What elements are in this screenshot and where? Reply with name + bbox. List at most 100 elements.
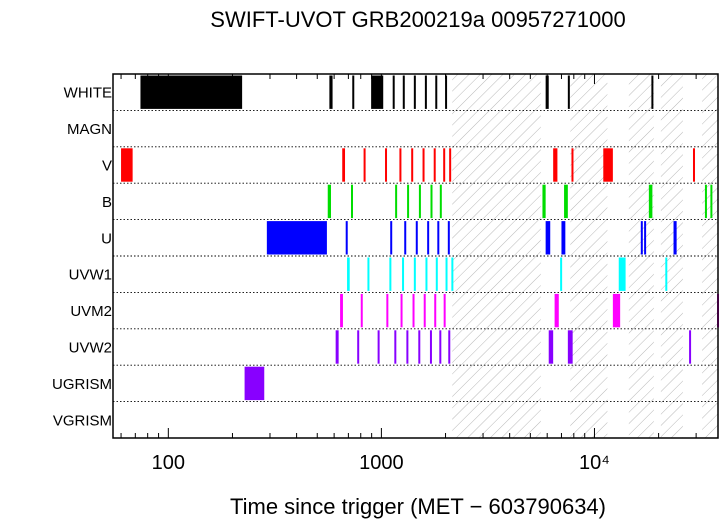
segment-uvm2-6: [434, 293, 437, 328]
segment-uvm2-3: [400, 293, 403, 328]
row-label-uvm2: UVM2: [70, 303, 112, 320]
segment-uvw2-5: [418, 330, 421, 364]
hatched-region-3: [660, 74, 683, 438]
segment-ugrism-0: [244, 366, 265, 401]
segment-u-4: [415, 221, 418, 255]
segment-b-5: [430, 184, 433, 219]
chart-title: SWIFT-UVOT GRB200219a 00957271000: [210, 7, 625, 32]
segment-b-0: [327, 184, 331, 219]
segment-uvm2-5: [423, 293, 426, 328]
segment-uvw2-6: [429, 330, 432, 364]
segment-white-5: [402, 75, 405, 109]
hatched-region-0: [452, 74, 541, 438]
row-label-b: B: [102, 194, 112, 211]
segment-uvw2-1: [357, 330, 360, 364]
segment-b-2: [395, 184, 398, 219]
segment-white-1: [329, 75, 333, 109]
segment-b-3: [407, 184, 410, 219]
segment-uvw1-2: [389, 257, 392, 291]
segment-u-9: [561, 221, 566, 255]
x-axis-label: Time since trigger (MET − 603790634): [230, 494, 606, 519]
segment-u-8: [545, 221, 551, 255]
segment-uvw2-0: [335, 330, 339, 364]
segment-b-6: [439, 184, 442, 219]
segment-v-10: [553, 148, 558, 182]
segment-v-2: [363, 148, 366, 182]
segment-uvw2-9: [548, 330, 554, 364]
plot-frame: [112, 73, 719, 439]
row-label-white: WHITE: [64, 85, 112, 102]
segment-uvw2-3: [394, 330, 397, 364]
segment-b-8: [564, 184, 568, 219]
row-label-uvw2: UVW2: [69, 340, 112, 357]
row-separators: [113, 109, 718, 403]
segment-v-8: [443, 148, 446, 182]
segment-white-11: [567, 75, 570, 109]
segment-u-7: [447, 221, 450, 255]
segment-white-4: [392, 75, 395, 109]
segment-white-8: [435, 75, 438, 109]
segment-v-12: [603, 148, 613, 182]
segment-white-12: [651, 75, 654, 109]
exposure-bars: [121, 75, 720, 401]
segment-uvw1-4: [413, 257, 416, 291]
segment-uvm2-4: [412, 293, 415, 328]
segment-b-11: [710, 184, 713, 219]
segment-white-6: [413, 75, 416, 109]
segment-uvw1-5: [425, 257, 428, 291]
segment-u-12: [673, 221, 677, 255]
segment-white-10: [545, 75, 549, 109]
segment-v-0: [121, 148, 133, 182]
segment-v-9: [449, 148, 452, 182]
row-label-u: U: [101, 230, 112, 247]
segment-v-11: [571, 148, 574, 182]
segment-uvm2-7: [443, 293, 446, 328]
segment-uvw1-0: [347, 257, 350, 291]
segment-white-9: [445, 75, 448, 109]
segment-uvw2-4: [406, 330, 409, 364]
segment-uvm2-1: [360, 293, 363, 328]
segment-uvw1-7: [445, 257, 448, 291]
segment-v-4: [399, 148, 402, 182]
segment-u-0: [266, 221, 327, 255]
segment-u-5: [427, 221, 430, 255]
x-axis: 100 1000 10⁴: [120, 74, 697, 474]
row-label-v: V: [102, 158, 112, 175]
x-tick-label-1: 1000: [359, 452, 404, 474]
segment-u-3: [404, 221, 407, 255]
segment-b-4: [418, 184, 421, 219]
segment-uvw2-2: [377, 330, 380, 364]
segment-u-10: [640, 221, 643, 255]
segment-white-2: [352, 75, 355, 109]
segment-white-0: [140, 75, 243, 109]
segment-uvw1-1: [367, 257, 370, 291]
segment-v-7: [433, 148, 436, 182]
segment-v-3: [385, 148, 388, 182]
segment-uvm2-0: [340, 293, 343, 328]
segment-uvw2-8: [448, 330, 451, 364]
row-labels: WHITE MAGN V B U UVW1 UVM2 UVW2 UGRISM VGRISM: [52, 85, 112, 430]
row-label-magn: MAGN: [67, 121, 112, 138]
segment-u-2: [390, 221, 393, 255]
segment-uvw2-10: [567, 330, 573, 364]
segment-uvw2-7: [439, 330, 442, 364]
segment-u-11: [644, 221, 647, 255]
segment-uvw1-3: [402, 257, 405, 291]
row-label-ugrism: UGRISM: [52, 376, 112, 393]
segment-v-13: [692, 148, 695, 182]
row-label-vgrism: VGRISM: [53, 412, 112, 429]
segment-v-1: [342, 148, 346, 182]
segment-u-6: [437, 221, 440, 255]
segment-b-9: [648, 184, 653, 219]
segment-white-3: [371, 75, 384, 109]
x-tick-label-0: 100: [152, 452, 185, 474]
hatched-region-4: [702, 74, 718, 438]
row-label-uvw1: UVW1: [69, 267, 112, 284]
segment-uvm2-9: [612, 293, 621, 328]
segment-b-10: [704, 184, 707, 219]
segment-uvm2-8: [554, 293, 559, 328]
segment-b-1: [350, 184, 353, 219]
x-tick-label-2: 10⁴: [579, 452, 610, 474]
segment-uvw2-11: [689, 330, 692, 364]
